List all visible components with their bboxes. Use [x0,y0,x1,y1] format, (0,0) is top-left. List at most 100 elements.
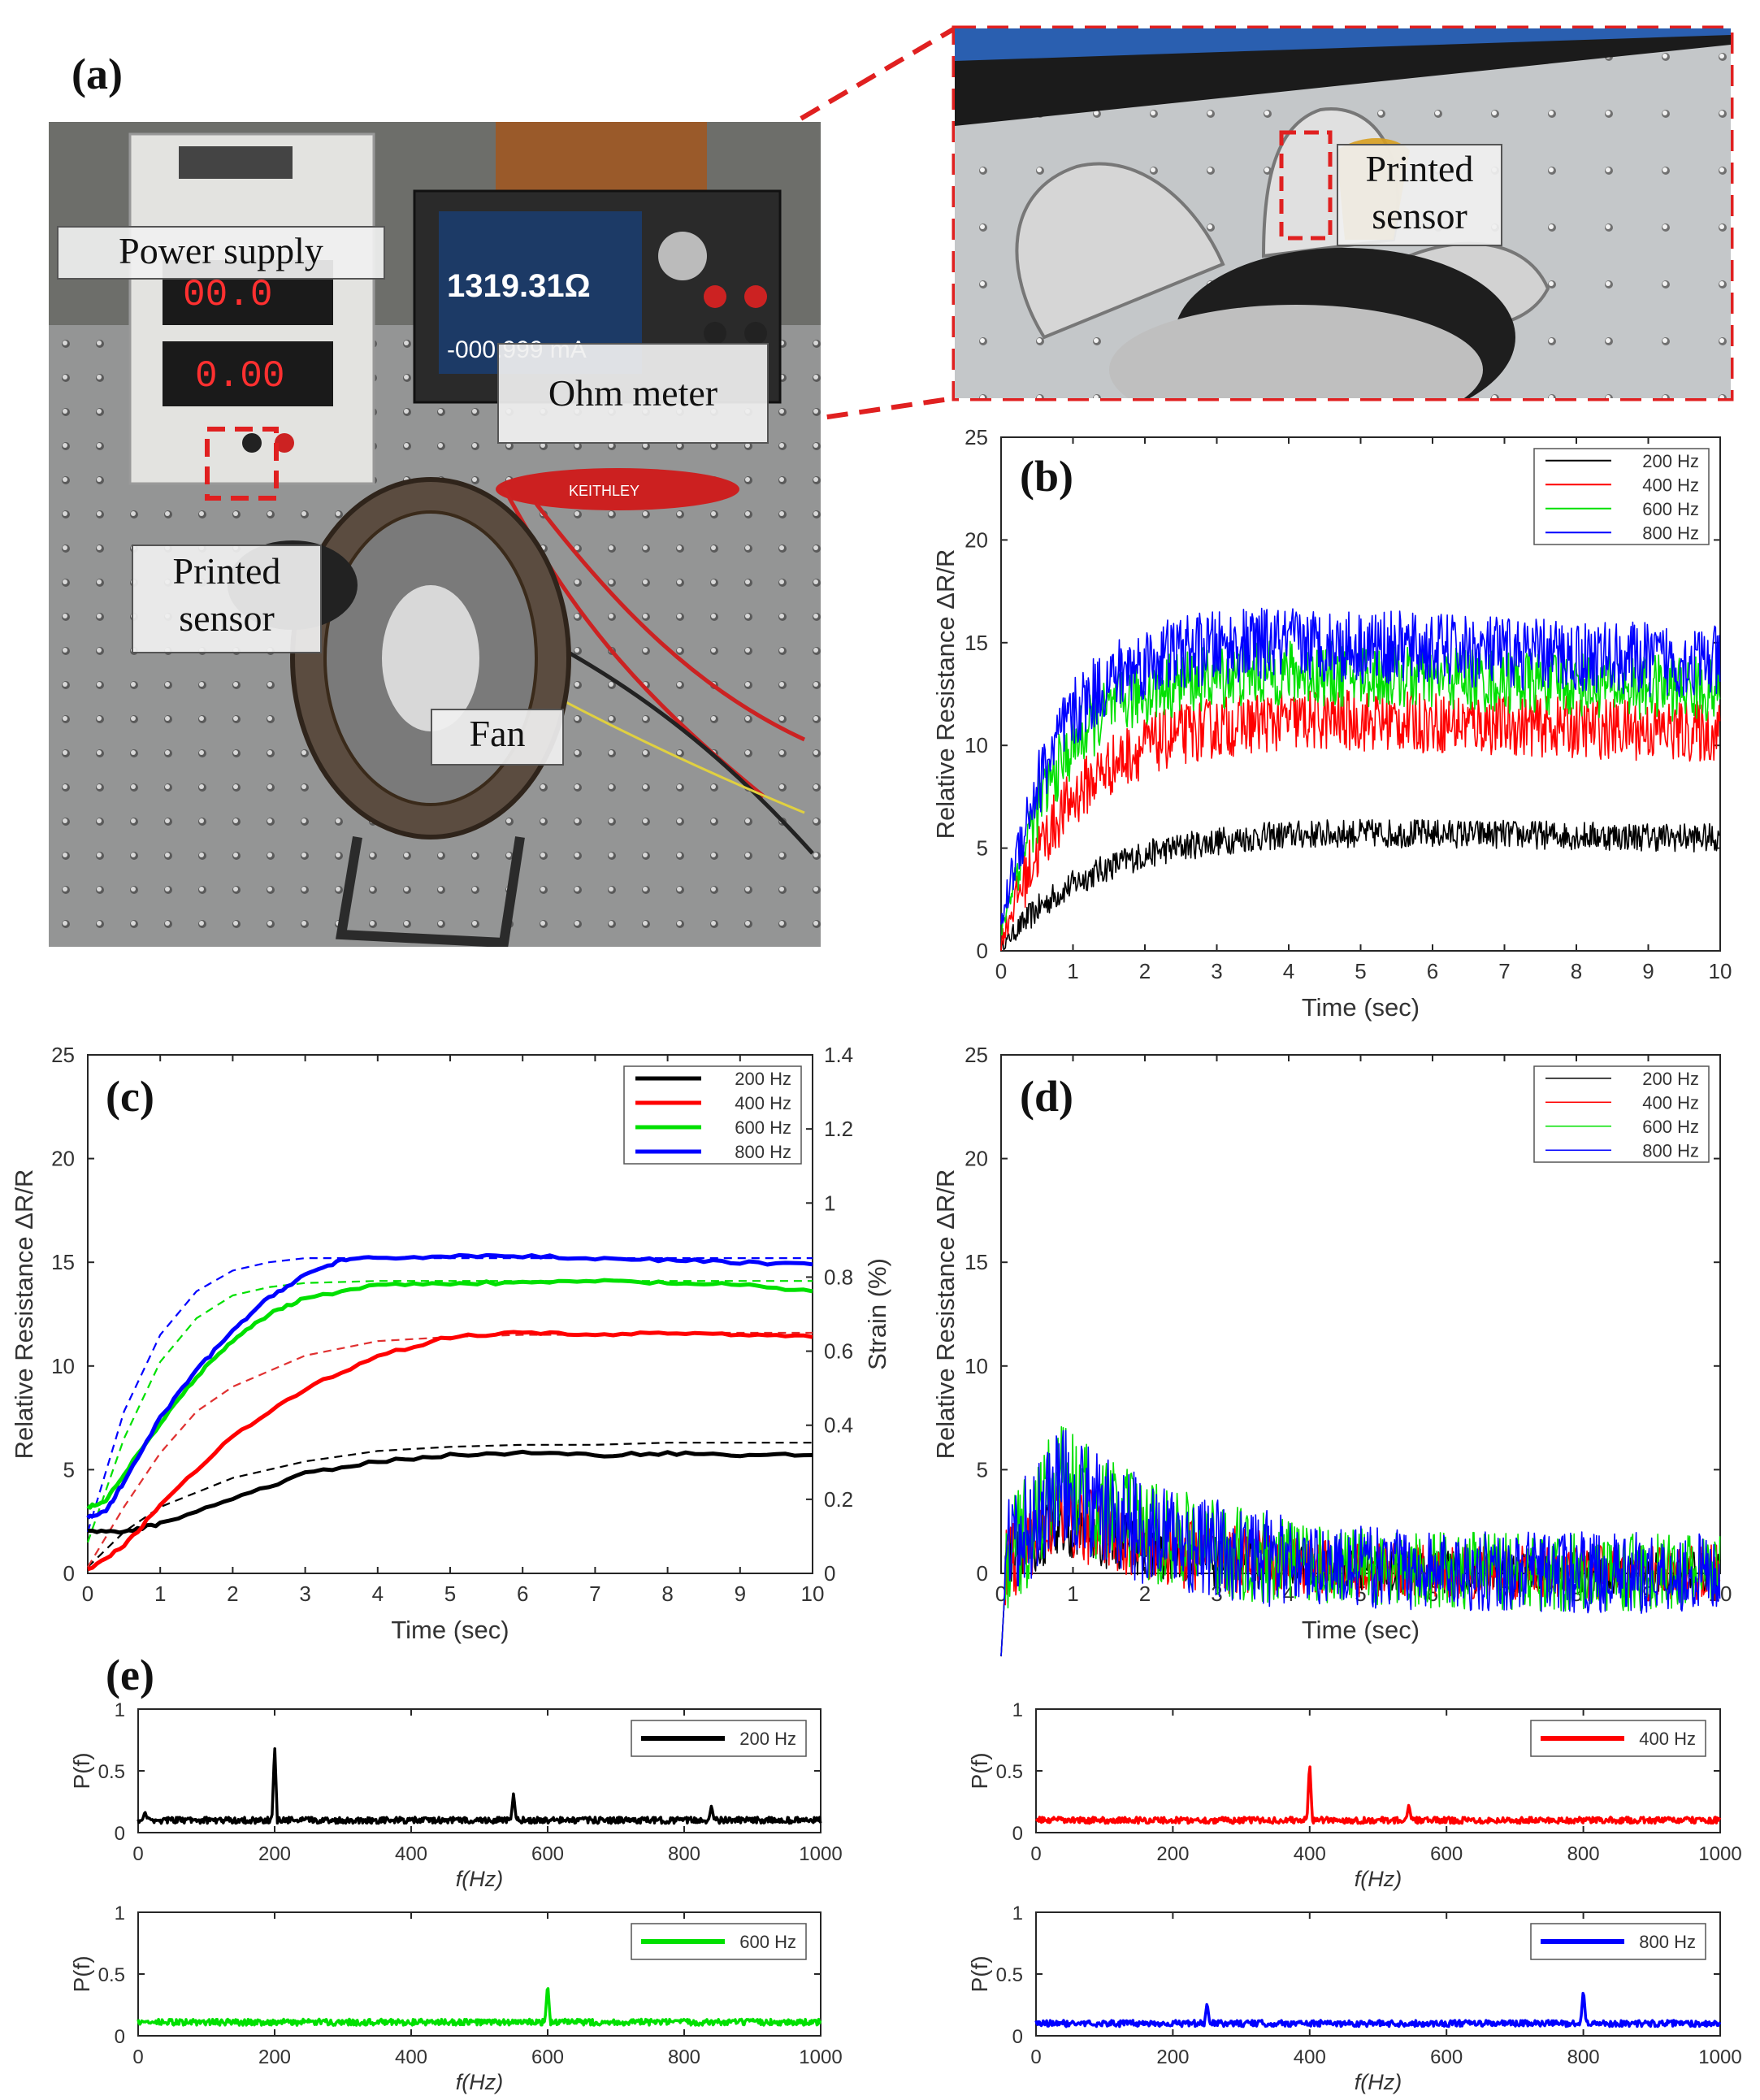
x-tick-label: 10 [1709,959,1732,983]
y-tick-label: 10 [51,1354,75,1378]
spectrum-800Hz [1034,1991,1722,2028]
y-tick-label: 15 [965,1250,988,1274]
legend: 200 Hz [631,1720,807,1757]
series-line-600Hz [1001,640,1721,935]
series-line-200Hz [1000,818,1721,952]
keithley-cable-ring [496,468,739,510]
panel-label-b: (b) [1020,452,1073,501]
y-tick-label: 20 [965,1147,988,1171]
legend-label: 400 Hz [735,1093,791,1113]
chart-e4: 0 200 400 600 800 1000 0 0.5 1 800 Hz f(Hz) P(f) [967,1903,1742,2094]
x-tick-label: 7 [589,1582,600,1606]
x-tick-label: 1 [154,1582,166,1606]
y-tick-label: 0 [977,1561,988,1586]
x-axis-label: Time (sec) [391,1616,509,1644]
x-tick-label: 600 [531,2046,564,2068]
y2-tick-label: 1 [824,1191,835,1215]
y-tick-label: 5 [977,1457,988,1482]
red-cable-2 [535,502,806,742]
x-tick-label: 0 [132,1843,143,1865]
x-tick-label: 800 [668,1843,700,1865]
series-line-800Hz [86,1252,813,1520]
meter-resistance-readout: 1319.31Ω [447,268,591,304]
x-tick-label: 6 [1427,959,1438,983]
series-line-800Hz [1000,607,1721,925]
x-tick-label: 1 [1067,959,1078,983]
y-tick-label: 5 [977,836,988,861]
x-tick-label: 0 [82,1582,93,1606]
meter-terminal-red [744,285,767,308]
x-tick-label: 600 [1430,2046,1463,2068]
power-terminal-black [242,433,262,453]
chart-e1: 0 200 400 600 800 1000 0 0.5 1 200 Hz f(Hz) P(f) [69,1699,843,1891]
y-tick-label: 1 [1012,1699,1023,1721]
power-current-panel [163,341,333,406]
x-tick-label: 600 [531,1843,564,1865]
x-tick-label: 1 [1067,1582,1078,1606]
x-axis-label: f(Hz) [456,2070,503,2094]
y2-tick-label: 0.6 [824,1339,853,1364]
legend-label: 800 Hz [1642,1140,1699,1161]
lab-setup-photo: 00.0 0.00 1319.31Ω -000.999 mA KEITHLEY … [49,122,821,947]
x-tick-label: 2 [1139,1582,1151,1606]
zoom-frame [952,25,1734,401]
x-tick-label: 400 [1294,2046,1326,2068]
y-tick-label: 15 [51,1250,75,1274]
x-axis-label: Time (sec) [1302,1616,1420,1644]
y-axis-label: P(f) [69,1955,94,1992]
panel-label-a: (a) [72,50,123,98]
y-axis-label: P(f) [69,1752,94,1789]
zoom-blue-strip [955,28,1731,61]
x-tick-label: 8 [661,1582,673,1606]
y-tick-label: 10 [965,733,988,757]
dashed-fit-2 [86,1280,813,1543]
y-tick-label: 25 [965,425,988,449]
series-line-400Hz [87,1330,813,1572]
legend-label: 600 Hz [735,1117,791,1138]
callout-ohm-meter: Ohm meter [497,343,769,444]
y2-tick-label: 1.2 [824,1117,853,1141]
photo-scene: 00.0 0.00 1319.31Ω -000.999 mA KEITHLEY [49,122,821,947]
x-tick-label: 4 [372,1582,384,1606]
series-line-600Hz [86,1278,813,1510]
chart-b: 0 1 2 3 4 5 6 7 8 9 10 0 5 10 15 20 25 200 Hz 400 Hz 600 Hz… [931,425,1732,1022]
y2-tick-label: 1.4 [824,1043,853,1067]
callout-printed-sensor: Printed sensor [132,545,322,653]
legend-label: 200 Hz [1642,1069,1699,1089]
y-tick-label: 0 [63,1561,75,1586]
callout-power-supply: Power supply [57,226,385,280]
y-tick-label: 5 [63,1457,75,1482]
spectrum-600Hz [137,1987,822,2027]
x-tick-label: 3 [1211,959,1222,983]
y-tick-label: 0.5 [98,1964,125,1986]
y-tick-label: 1 [1012,1903,1023,1924]
legend: 800 Hz [1530,1923,1706,1960]
fan-blade-1 [1015,162,1225,340]
x-tick-label: 200 [1156,1843,1189,1865]
x-tick-label: 600 [1430,1843,1463,1865]
y-tick-label: 15 [965,631,988,655]
y2-tick-label: 0 [824,1561,835,1586]
x-tick-label: 1000 [799,1843,842,1865]
legend-label: 400 Hz [1639,1729,1696,1749]
x-tick-label: 0 [995,959,1007,983]
fan-hub-ring [1109,305,1483,398]
power-supply-handle [179,146,293,179]
x-tick-label: 1000 [1698,1843,1741,1865]
y-tick-label: 0 [1012,2026,1023,2048]
legend: 400 Hz [1530,1720,1706,1757]
y-tick-label: 10 [965,1354,988,1378]
y-tick-label: 0.5 [996,1761,1023,1783]
x-tick-label: 9 [1642,959,1654,983]
y-tick-label: 1 [115,1903,125,1924]
meter-knob [658,232,707,280]
y-axis-label: Relative Resistance ΔR/R [10,1169,38,1460]
power-voltage-readout: 00.0 [183,274,272,316]
series-line-200Hz [87,1449,813,1535]
y2-tick-label: 0.4 [824,1413,853,1438]
panel-label-c: (c) [106,1072,154,1121]
legend-label: 200 Hz [735,1069,791,1089]
x-tick-label: 2 [1139,959,1151,983]
y2-axis-label: Strain (%) [863,1258,891,1370]
